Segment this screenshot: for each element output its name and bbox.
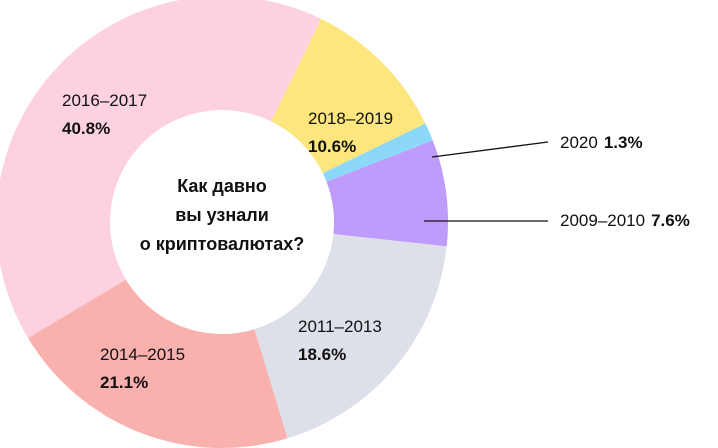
center-title-line: о криптовалютах?	[140, 234, 305, 254]
slice-label-name: 2016–2017	[62, 91, 147, 110]
slice-label-name: 2011–2013	[298, 317, 382, 336]
slice-label-value: 21.1%	[100, 373, 148, 392]
center-title-line: вы узнали	[175, 205, 269, 225]
slice-label-name: 2014–2015	[100, 345, 185, 364]
slice-label-name: 2018–2019	[308, 109, 393, 128]
slice-label-value: 18.6%	[298, 345, 346, 364]
slice-label-value: 40.8%	[62, 119, 110, 138]
slice-label-2009–2010: 2009–2010 7.6%	[560, 211, 690, 230]
slice-label-name: 2020	[560, 133, 598, 152]
slice-label-value: 1.3%	[604, 133, 643, 152]
slice-2020	[322, 123, 433, 182]
slice-label-value: 10.6%	[308, 137, 356, 156]
slice-label-2018–2019: 2018–2019 10.6%	[308, 109, 393, 156]
slice-labels: 2018–2019 10.6% 2020 1.3% 2009–2010 7.6% 2011–…	[62, 91, 690, 392]
slice-label-name: 2009–2010	[560, 211, 645, 230]
slice-2009–2010	[326, 140, 449, 247]
donut-slices	[0, 0, 449, 448]
leader-line-2020	[431, 141, 549, 158]
slice-2014–2015	[28, 279, 288, 448]
slice-label-2016–2017: 2016–2017 40.8%	[62, 91, 147, 138]
slice-label-2011–2013: 2011–2013 18.6%	[298, 317, 382, 364]
slice-label-2020: 2020 1.3%	[560, 133, 643, 152]
slice-2018–2019	[271, 18, 426, 174]
slice-2016–2017	[0, 0, 322, 338]
slice-2011–2013	[254, 234, 447, 439]
slice-label-value: 7.6%	[651, 211, 690, 230]
center-title-line: Как давно	[177, 176, 267, 196]
center-title: Как давно вы узнали о криптовалютах?	[140, 176, 305, 254]
slice-label-2014–2015: 2014–2015 21.1%	[100, 345, 185, 392]
leader-lines	[424, 141, 549, 222]
